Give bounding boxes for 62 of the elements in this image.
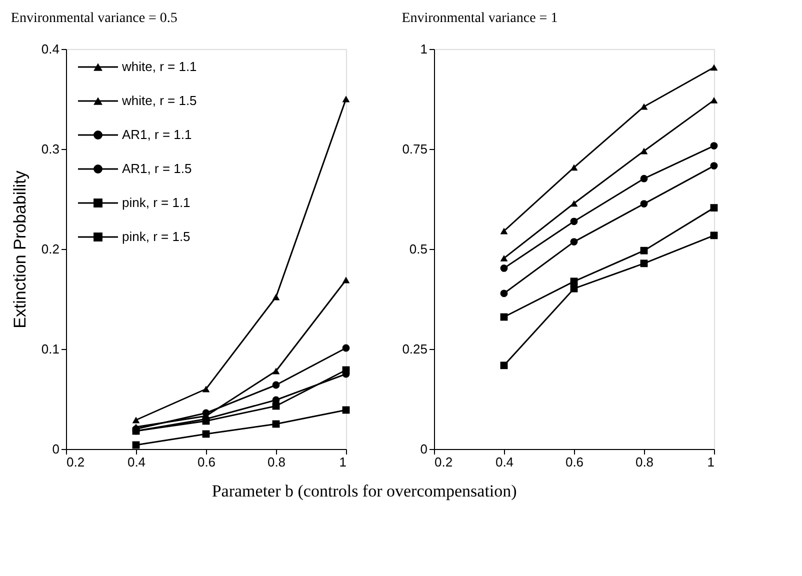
point (570, 164, 578, 171)
point (570, 278, 578, 286)
x-tick-label: 0.2 (434, 454, 453, 470)
point (132, 416, 140, 424)
point (640, 103, 648, 110)
point (500, 290, 508, 298)
point (640, 200, 648, 208)
point (342, 96, 350, 102)
x-tick-label: 0.2 (66, 454, 85, 470)
point (272, 294, 280, 300)
point (570, 284, 578, 292)
point (710, 142, 718, 150)
point (202, 409, 210, 417)
legend-label: white, r = 1.1 (121, 59, 197, 74)
legend-label: white, r = 1.5 (121, 93, 197, 108)
y-tick-label: 0.5 (409, 242, 428, 256)
point (500, 362, 508, 370)
y-tick-label: 0.3 (41, 142, 60, 156)
legend-label: AR1, r = 1.5 (122, 161, 192, 176)
point (640, 174, 648, 182)
point (710, 64, 718, 71)
point (710, 162, 718, 170)
x-axis-title: Parameter b (controls for overcompensation) (212, 482, 517, 500)
y-tick-label: 1 (420, 42, 428, 56)
x-tick-label: 0.6 (565, 454, 584, 470)
point (640, 260, 648, 268)
point (342, 276, 350, 284)
chart-title: Environmental variance = 0.5 (10, 11, 178, 26)
y-tick-label: 0.1 (41, 342, 60, 356)
point (500, 254, 508, 262)
x-tick-label: 0.4 (127, 454, 146, 470)
point (272, 368, 280, 374)
point (710, 232, 718, 240)
x-tick-label: 0.8 (267, 454, 286, 470)
x-tick-label: 1 (339, 454, 346, 470)
point (570, 200, 578, 207)
x-tick-label: 0.8 (635, 454, 654, 470)
legend-label: AR1, r = 1.1 (122, 127, 192, 142)
point (640, 246, 648, 254)
point (500, 264, 508, 272)
point (640, 148, 648, 154)
point (570, 218, 578, 226)
y-tick-label: 0 (420, 442, 428, 456)
y-tick-label: 0.4 (41, 42, 60, 56)
point (570, 238, 578, 246)
y-tick-label: 0.25 (402, 342, 428, 356)
point (710, 96, 718, 104)
legend-label: pink, r = 1.1 (122, 195, 190, 210)
x-tick-label: 1 (707, 454, 714, 470)
y-axis-title: Extinction Probability (10, 170, 30, 328)
point (272, 381, 280, 389)
point (500, 228, 508, 234)
chart-title: Environmental variance = 1 (402, 11, 558, 26)
x-tick-label: 0.4 (495, 454, 514, 470)
x-tick-label: 0.6 (197, 454, 216, 470)
point (202, 386, 210, 392)
point (342, 344, 350, 352)
legend-label: pink, r = 1.5 (122, 229, 190, 244)
y-tick-label: 0.2 (41, 242, 60, 256)
y-tick-label: 0.75 (402, 142, 428, 156)
y-tick-label: 0 (52, 442, 60, 456)
point (710, 204, 718, 212)
